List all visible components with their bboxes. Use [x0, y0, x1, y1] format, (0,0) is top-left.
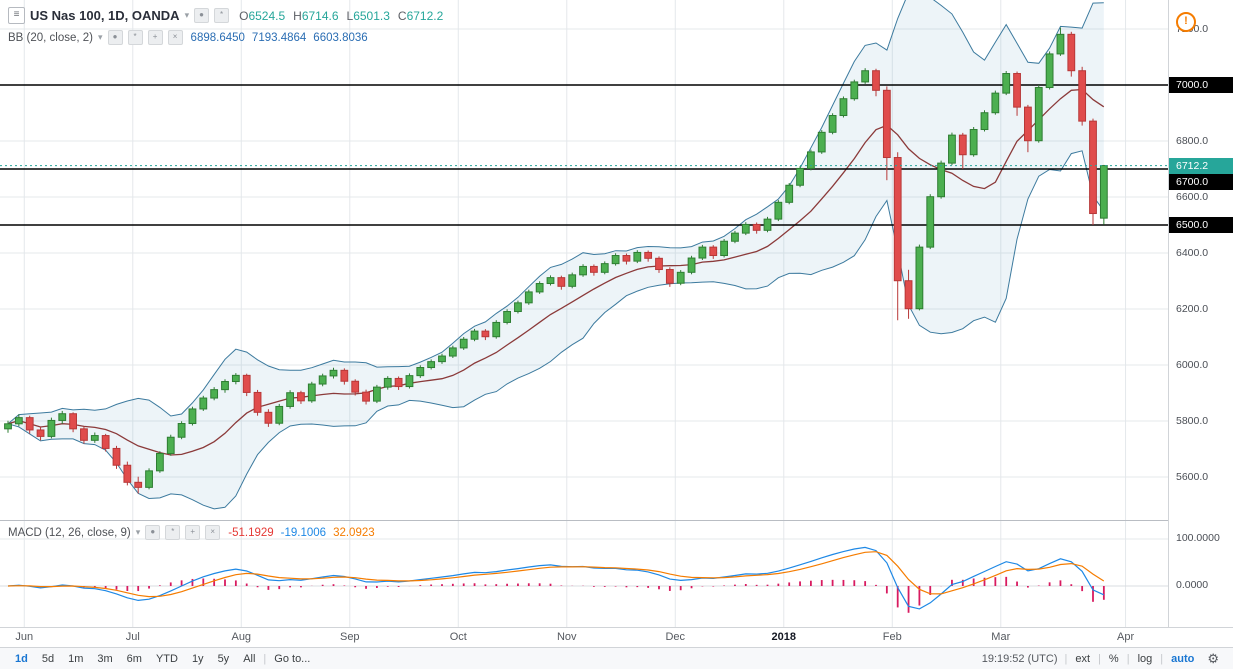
range-button-1m[interactable]: 1m [68, 652, 84, 665]
settings-icon[interactable]: * [127, 30, 143, 45]
close-icon[interactable]: × [205, 525, 221, 540]
price-badge: 6500.0 [1169, 217, 1233, 233]
range-button-1d[interactable]: 1d [15, 652, 28, 665]
add-icon[interactable]: + [185, 525, 201, 540]
price-tick: 6800.0 [1176, 135, 1209, 147]
symbol-title[interactable]: US Nas 100, 1D, OANDA [30, 8, 180, 23]
toolbar-right: 19:19:52 (UTC) | ext |% | log | auto ⚙ [976, 651, 1225, 667]
range-button-ytd[interactable]: YTD [155, 652, 178, 665]
time-axis-label: Oct [449, 631, 467, 643]
time-axis-label: Apr [1116, 631, 1135, 643]
range-button-6m[interactable]: 6m [126, 652, 142, 665]
toolbar-divider: | [1160, 652, 1164, 665]
eye-icon[interactable]: ● [194, 8, 210, 23]
open-label: O [239, 8, 249, 23]
range-button-all[interactable]: All [243, 652, 256, 665]
bb-upper-value: 7193.4864 [251, 31, 307, 44]
settings-icon[interactable]: * [214, 8, 230, 23]
close-label: C [397, 8, 407, 23]
macd-legend-row: MACD (12, 26, close, 9) ▾ ● * + × -51.19… [8, 525, 375, 540]
range-button-1y[interactable]: 1y [191, 652, 204, 665]
toolbar-divider: | [1098, 652, 1101, 665]
chart-plot-area[interactable] [0, 0, 1168, 627]
range-button-5d[interactable]: 5d [41, 652, 55, 665]
toolbar-divider: | [1064, 652, 1068, 665]
price-tick: 6000.0 [1176, 359, 1209, 371]
bb-title[interactable]: BB (20, close, 2) [8, 31, 94, 44]
clock[interactable]: 19:19:52 (UTC) [981, 652, 1058, 665]
time-axis-label: Sep [339, 631, 360, 643]
goto-button[interactable]: Go to... [274, 652, 311, 665]
bb-basis-value: 6898.6450 [190, 31, 245, 44]
alert-icon[interactable]: ! [1176, 12, 1196, 32]
low-value: 6501.3 [353, 8, 390, 23]
range-button-5y[interactable]: 5y [217, 652, 230, 665]
toolbar-divider: | [263, 652, 267, 665]
add-icon[interactable]: + [147, 30, 163, 45]
price-axis[interactable]: 7200.06800.06600.06400.06200.06000.05800… [1168, 0, 1233, 627]
time-axis-label: Feb [882, 631, 902, 643]
close-value: 6712.2 [406, 8, 444, 23]
scale-button-ext[interactable]: ext [1075, 652, 1091, 665]
macd-tick: 100.0000 [1176, 532, 1220, 544]
ohlc-values: O 6524.5 H 6714.6 L 6501.3 C 6712.2 [239, 9, 443, 23]
price-badge: 6700.0 [1169, 174, 1233, 190]
gear-icon[interactable]: ⚙ [1207, 650, 1219, 666]
high-value: 6714.6 [301, 8, 339, 23]
scale-button-percent[interactable]: % [1108, 652, 1119, 665]
time-axis-label: Dec [665, 631, 686, 643]
footer-toolbar: 1d 5d 1m 3m 6m YTD 1y 5y All | Go to... 19:19:52… [0, 647, 1233, 669]
macd-histogram-value: -51.1929 [228, 526, 274, 539]
chevron-down-icon[interactable]: ▾ [184, 10, 190, 20]
range-buttons: 1d 5d 1m 3m 6m YTD 1y 5y All [8, 651, 262, 667]
price-badge: 7000.0 [1169, 77, 1233, 93]
scale-button-auto[interactable]: auto [1171, 652, 1195, 665]
time-axis-label: Mar [991, 631, 1011, 643]
low-label: L [346, 8, 354, 23]
open-value: 6524.5 [248, 8, 286, 23]
time-axis-label: Nov [556, 631, 577, 643]
price-pane[interactable] [0, 0, 1168, 520]
bb-lower-value: 6603.8036 [313, 31, 368, 44]
price-tick: 6600.0 [1176, 191, 1209, 203]
price-tick: 6200.0 [1176, 303, 1209, 315]
pane-separator[interactable] [0, 520, 1233, 521]
macd-line-value: -19.1006 [280, 526, 327, 539]
macd-title[interactable]: MACD (12, 26, close, 9) [8, 526, 131, 539]
chevron-down-icon: ▾ [98, 32, 103, 42]
price-badge: 6712.2 [1169, 157, 1233, 174]
settings-icon[interactable]: * [165, 525, 181, 540]
time-axis-label: Aug [231, 631, 252, 643]
macd-values: -51.1929 -19.1006 32.0923 [228, 527, 374, 539]
price-tick: 5800.0 [1176, 415, 1209, 427]
price-tick: 5600.0 [1176, 471, 1209, 483]
time-axis[interactable]: Jun Jul Aug Sep Oct Nov Dec 2018 Feb Mar Apr [0, 627, 1233, 647]
chevron-down-icon: ▾ [135, 527, 141, 537]
range-button-3m[interactable]: 3m [97, 652, 113, 665]
high-label: H [293, 8, 302, 23]
price-tick: 6400.0 [1176, 247, 1209, 259]
macd-tick: 0.0000 [1176, 579, 1209, 591]
time-axis-label: 2018 [771, 631, 797, 643]
time-axis-label: Jul [125, 631, 140, 643]
toolbar-divider: | [1126, 652, 1130, 665]
scale-button-log[interactable]: log [1137, 652, 1153, 665]
chart-menu-icon[interactable]: ≡ [8, 7, 25, 24]
scale-buttons: | ext |% | log | auto [1064, 651, 1202, 667]
time-axis-label: Jun [15, 631, 34, 643]
eye-icon[interactable]: ● [145, 525, 161, 540]
close-icon[interactable]: × [167, 30, 183, 45]
macd-signal-value: 32.0923 [333, 526, 375, 539]
eye-icon[interactable]: ● [107, 30, 123, 45]
bb-values: 6898.6450 7193.4864 6603.8036 [191, 32, 368, 44]
bb-legend-row: BB (20, close, 2) ▾ ● * + × 6898.6450 71… [8, 28, 443, 47]
